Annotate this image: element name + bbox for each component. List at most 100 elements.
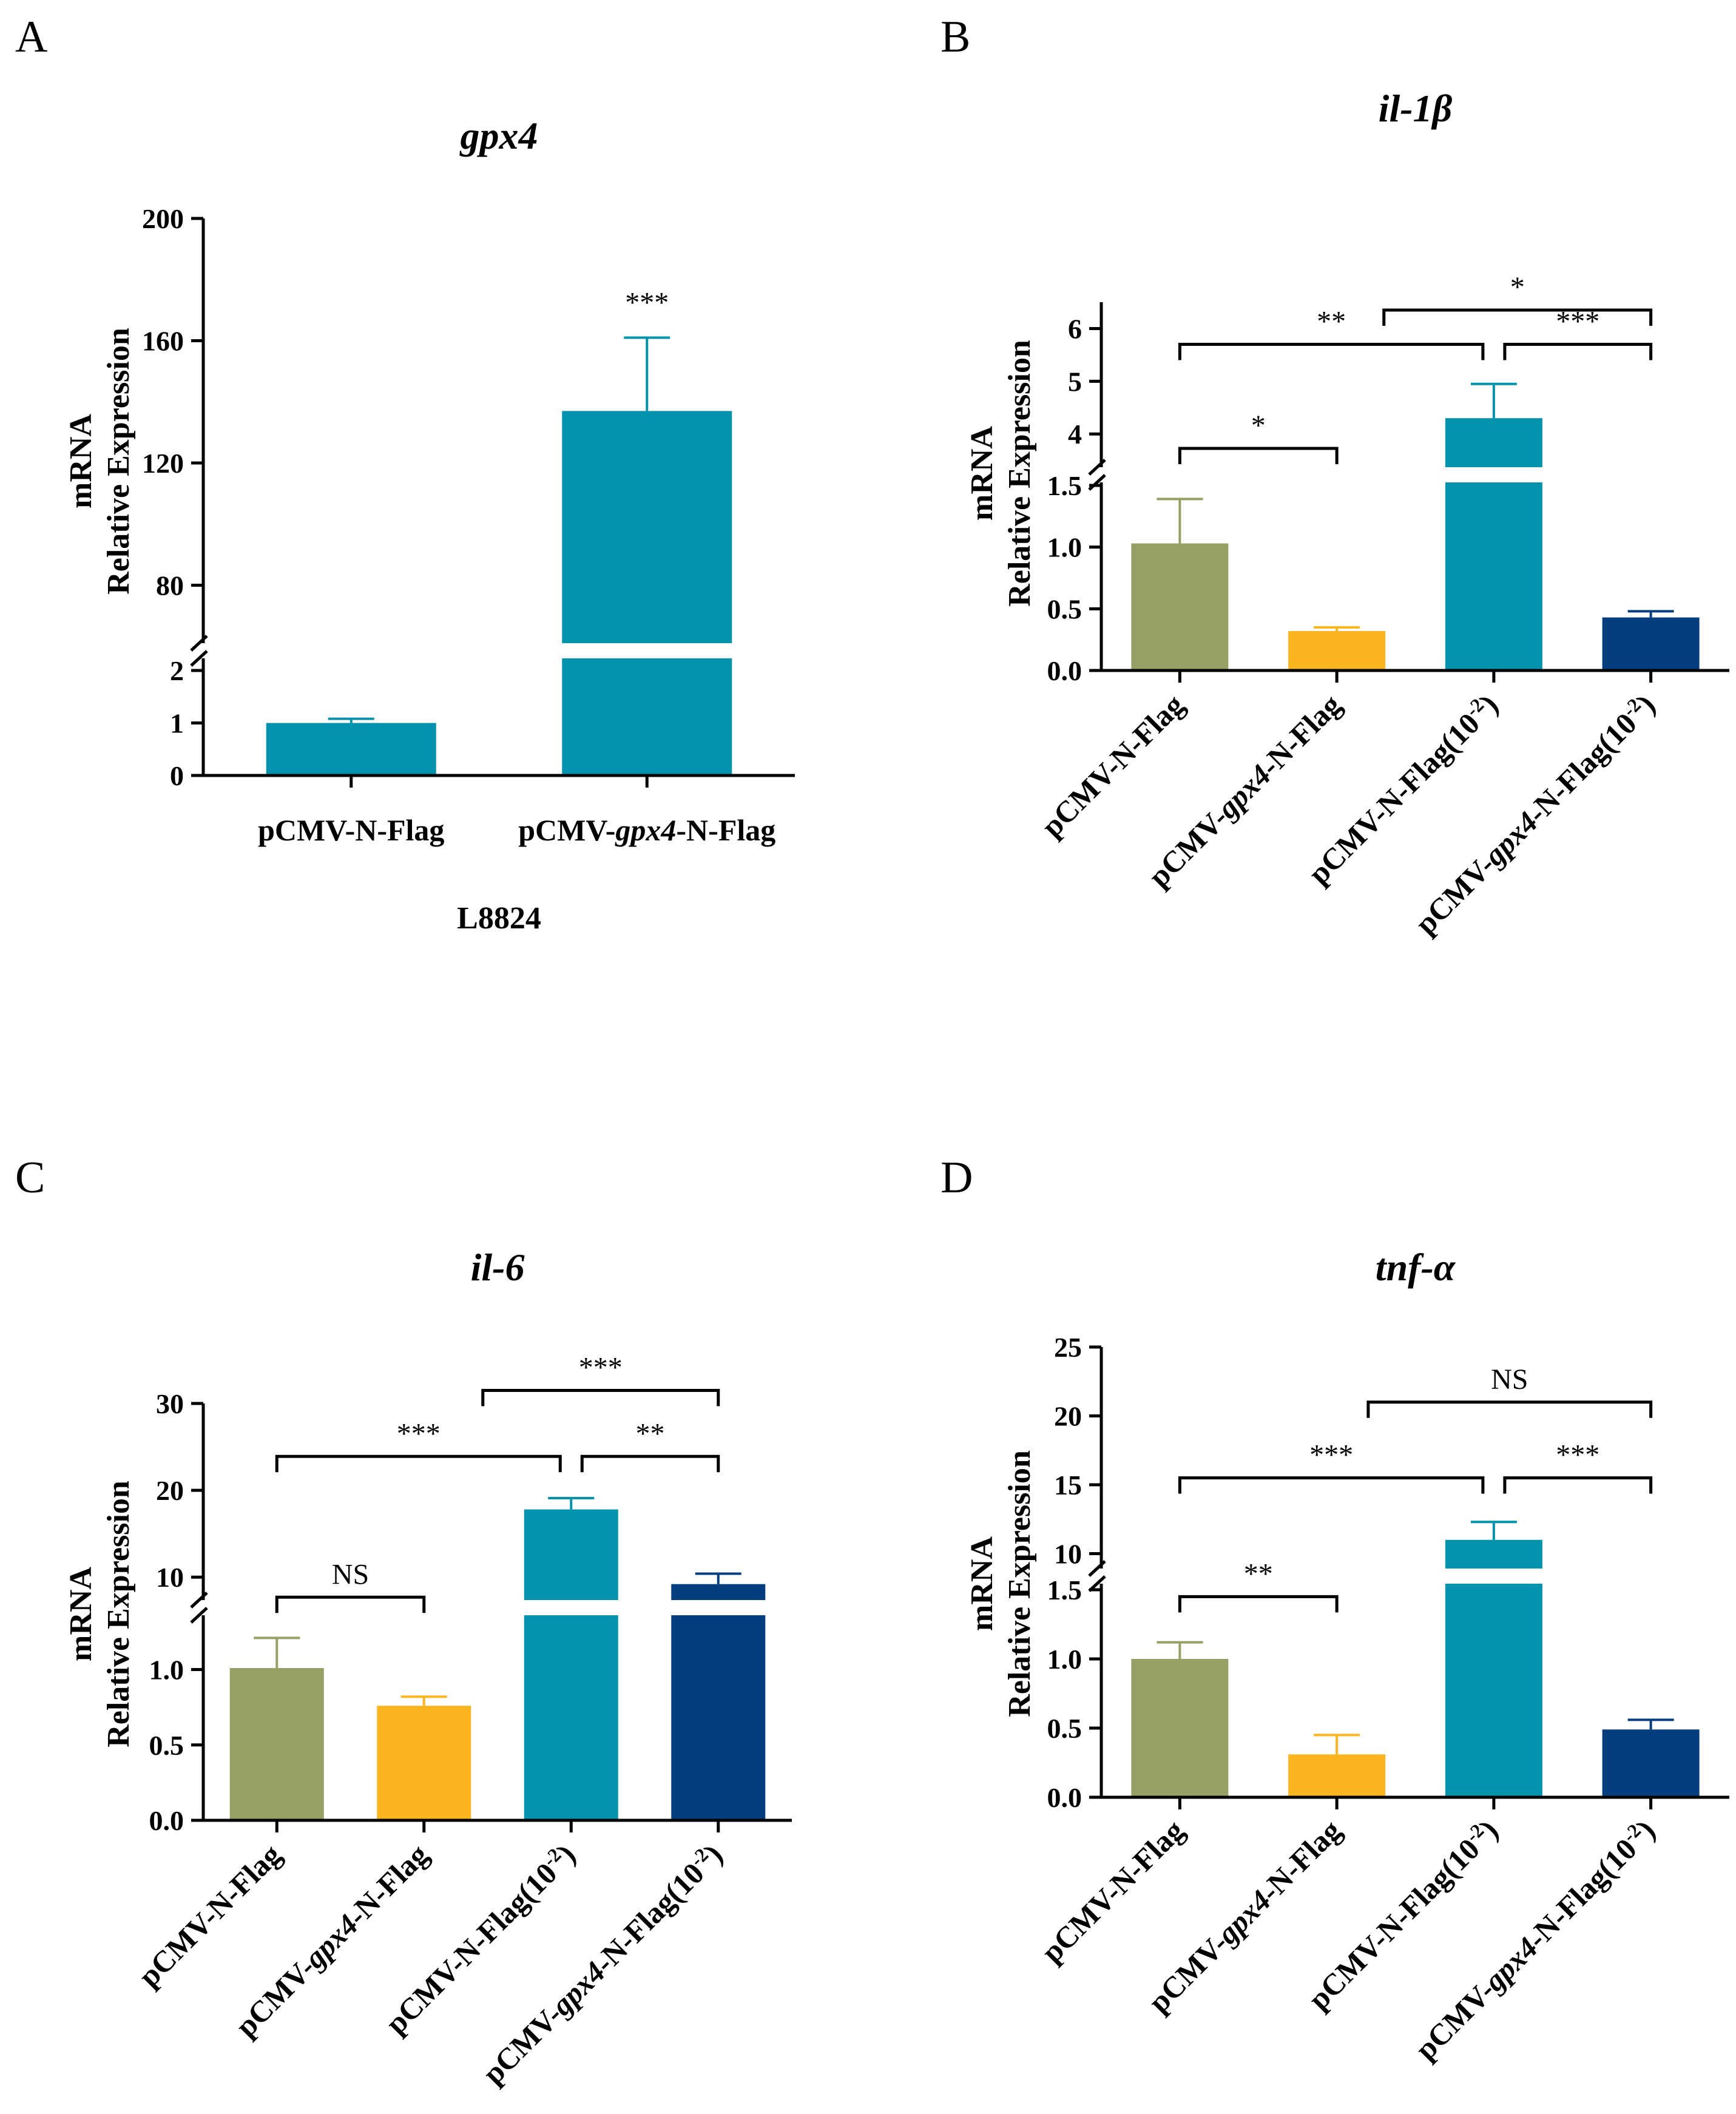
category-label-part: pCMV-N-Flag(10 (1302, 1832, 1486, 2016)
bar (1131, 1659, 1229, 1797)
y-tick-label: 25 (1054, 1332, 1082, 1363)
y-tick-label: 1.0 (1047, 1644, 1082, 1675)
y-tick-label: 2 (170, 655, 184, 686)
category-label-part: -N-Flag (1253, 1813, 1347, 1907)
category-label-part: -N-Flag(10 (1520, 706, 1643, 829)
y-axis-label-line: mRNA (965, 426, 999, 521)
category-label-part: pCMV-N-Flag (1035, 687, 1191, 843)
significance-label: *** (1556, 1439, 1599, 1471)
category-label-part: -N-Flag(10 (1520, 1832, 1643, 1955)
category-label: pCMV-N-Flag (132, 1837, 288, 1993)
significance-bracket (1178, 343, 1485, 360)
significance-bracket (1178, 1595, 1339, 1613)
axis-break-mark (190, 635, 208, 652)
chart-title: il-1β (1379, 87, 1453, 130)
y-tick-label: 80 (156, 570, 184, 601)
y-tick-label: 0.5 (1047, 593, 1082, 624)
axis-break-mark (190, 1607, 208, 1624)
y-tick-label: 120 (142, 448, 184, 479)
significance-label: ** (1317, 306, 1346, 338)
y-tick-label: 6 (1068, 313, 1082, 344)
category-label-part: pCMV-N-Flag (1035, 1813, 1191, 1969)
y-axis-label-line: mRNA (965, 1536, 999, 1631)
category-label-part: -N-Flag (340, 1837, 434, 1931)
significance-label: *** (1309, 1439, 1353, 1471)
chart-title: gpx4 (459, 114, 538, 157)
significance-label: * (1510, 271, 1525, 303)
bar (1131, 543, 1229, 670)
y-axis-label-line: mRNA (64, 1567, 98, 1661)
significance-label: NS (1491, 1363, 1528, 1396)
category-label-part: pCMV- (1141, 801, 1234, 894)
significance-label: *** (397, 1417, 441, 1450)
y-axis-label: mRNARelative Expression (64, 328, 136, 595)
y-tick-label: 1.0 (149, 1655, 184, 1686)
axis-break-mark (1088, 474, 1106, 491)
y-axis-label: mRNARelative Expression (965, 1450, 1037, 1717)
y-tick-label: 5 (1068, 366, 1082, 397)
y-tick-label: 4 (1068, 419, 1082, 450)
category-label: pCMV-gpx4-N-Flag (518, 813, 775, 847)
bar (1602, 1729, 1700, 1797)
significance-bracket (1503, 343, 1653, 360)
category-label-part: pCMV-N-Flag (132, 1837, 288, 1993)
y-tick-label: 1.0 (1047, 532, 1082, 563)
axis-break-gap (197, 1600, 798, 1615)
category-label: pCMV-gpx4-N-Flag(10-2) (475, 1837, 729, 2091)
chart-title: il-6 (471, 1246, 525, 1289)
bar (524, 1509, 618, 1820)
y-tick-label: 1 (170, 708, 184, 739)
significance-bracket (1503, 1476, 1653, 1494)
significance-bracket (275, 1454, 562, 1473)
significance-bracket (275, 1595, 426, 1613)
y-axis-label-line: mRNA (64, 414, 98, 508)
bar (377, 1706, 471, 1820)
category-label-part: pCMV- (1141, 1927, 1234, 2019)
category-label-part: gpx4 (615, 813, 676, 847)
y-tick-label: 20 (1054, 1400, 1082, 1431)
axis-break-gap (197, 643, 801, 658)
y-tick-label: 1.5 (1047, 1575, 1082, 1606)
category-label-part: pCMV-N-Flag (258, 813, 444, 847)
y-tick-label: 0.0 (1047, 1782, 1082, 1813)
significance-label: * (1251, 410, 1266, 442)
category-label-part: pCMV- (1408, 1974, 1501, 2067)
y-tick-label: 0 (170, 760, 184, 791)
significance-bracket (1178, 447, 1339, 464)
category-label-part: pCMV-N-Flag(10 (1302, 706, 1486, 891)
significance-label: NS (332, 1558, 369, 1590)
y-tick-label: 0.5 (1047, 1713, 1082, 1744)
y-axis-label-line: Relative Expression (101, 328, 136, 595)
y-axis-label-line: Relative Expression (101, 1481, 136, 1748)
significance-bracket (580, 1454, 720, 1473)
significance-bracket (1382, 308, 1653, 326)
y-tick-label: 10 (156, 1562, 184, 1593)
category-label-part: -N-Flag (676, 813, 775, 847)
chart-panel-c: Cil-6 mRNARelative Expression 0.0 0.5 1.0 10 2… (15, 1153, 798, 2090)
axis-break-mark (190, 1592, 208, 1609)
y-tick-label: 160 (142, 325, 184, 356)
significance-label: *** (579, 1352, 623, 1384)
y-tick-label: 0.0 (1047, 655, 1082, 686)
panel-letter: C (15, 1153, 45, 1203)
panel-letter: D (941, 1153, 973, 1203)
significance-bracket (1366, 1400, 1653, 1418)
y-tick-label: 20 (156, 1475, 184, 1506)
bar (1602, 617, 1700, 670)
axis-break-gap (1095, 1569, 1735, 1584)
category-label-part: pCMV- (476, 1998, 569, 2091)
category-label: pCMV-N-Flag (1035, 687, 1191, 843)
bar (229, 1668, 324, 1820)
y-tick-label: 10 (1054, 1538, 1082, 1569)
y-tick-label: 30 (156, 1388, 184, 1419)
axis-break-mark (190, 650, 208, 667)
significance-bracket (1178, 1476, 1485, 1494)
significance-label: *** (625, 286, 669, 319)
chart-panel-b: Bil-1β mRNARelative Expression 0.0 0.5 1.0 1.… (941, 12, 1735, 940)
bar (671, 1584, 766, 1820)
bar (1288, 1754, 1386, 1797)
axis-break-mark (1088, 459, 1106, 476)
